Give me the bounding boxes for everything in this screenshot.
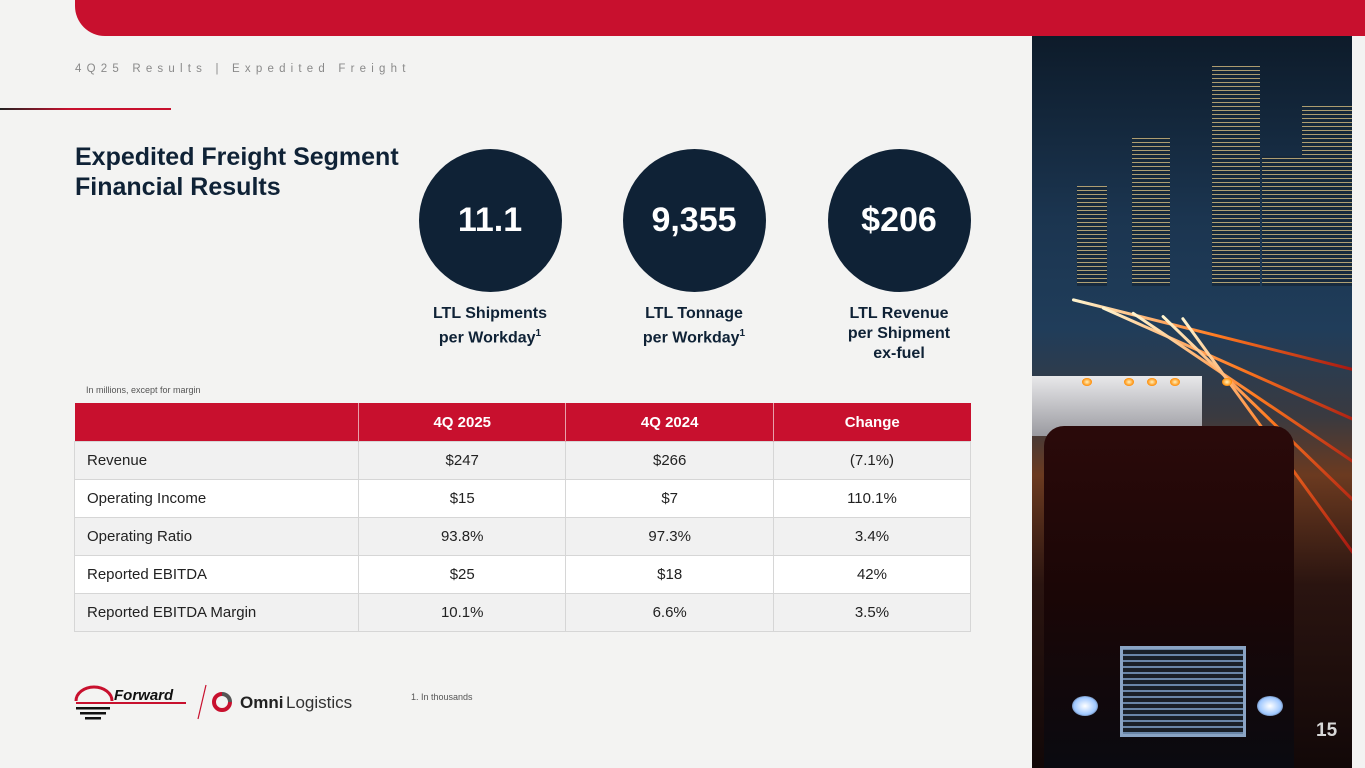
table-row: Operating Income $15 $7 110.1% <box>74 479 972 518</box>
cell-value: 10.1% <box>357 593 567 632</box>
omni-logistics-logo: Omni Logistics <box>212 692 352 712</box>
svg-text:Logistics: Logistics <box>286 693 352 712</box>
kpi-value: $206 <box>827 149 971 292</box>
row-label: Operating Income <box>74 479 359 518</box>
kpi-shipments: 11.1 LTL Shipments per Workday1 <box>410 149 570 348</box>
svg-text:Omni: Omni <box>240 693 283 712</box>
kpi-value: 9,355 <box>622 149 766 292</box>
truck-city-night-photo <box>1032 36 1352 768</box>
footnote: 1. In thousands <box>411 692 473 702</box>
cell-value: 97.3% <box>565 517 774 556</box>
row-label: Reported EBITDA Margin <box>74 593 359 632</box>
top-red-banner <box>75 0 1365 36</box>
header-rule <box>0 108 171 110</box>
kpi-label: LTL Tonnage per Workday1 <box>642 305 746 347</box>
column-header: Change <box>773 403 971 442</box>
column-header <box>74 403 359 442</box>
cell-value: 42% <box>772 555 972 594</box>
table-row: Revenue $247 $266 (7.1%) <box>74 441 972 480</box>
cell-value: $25 <box>357 555 567 594</box>
row-label: Operating Ratio <box>74 517 359 556</box>
company-logos: Forward Omni Logistics <box>74 683 364 728</box>
cell-value: 6.6% <box>565 593 774 632</box>
cell-value: 3.5% <box>772 593 972 632</box>
forward-logo: Forward <box>74 685 186 720</box>
cell-value: 3.4% <box>772 517 972 556</box>
cell-value: $266 <box>565 441 774 480</box>
table-note: In millions, except for margin <box>86 385 201 395</box>
svg-text:Forward: Forward <box>114 687 174 704</box>
kpi-label: LTL Revenue per Shipment ex-fuel <box>847 305 951 362</box>
title-line-2: Financial Results <box>75 173 281 201</box>
table-row: Reported EBITDA $25 $18 42% <box>74 555 972 594</box>
kpi-value: 11.1 <box>418 149 562 292</box>
kpi-revenue-per-shipment: $206 LTL Revenue per Shipment ex-fuel <box>819 149 979 364</box>
section-kicker: 4Q25 Results | Expedited Freight <box>75 63 411 75</box>
cell-value: (7.1%) <box>772 441 972 480</box>
financial-results-table: 4Q 2025 4Q 2024 Change Revenue $247 $266 (7… <box>74 403 972 632</box>
page-title: Expedited Freight Segment Financial Resu… <box>75 142 399 202</box>
column-header: 4Q 2025 <box>358 403 567 442</box>
page-number: 15 <box>1316 720 1338 741</box>
table-header-row: 4Q 2025 4Q 2024 Change <box>74 403 971 442</box>
cell-value: 110.1% <box>772 479 972 518</box>
table-row: Reported EBITDA Margin 10.1% 6.6% 3.5% <box>74 593 972 632</box>
cell-value: $18 <box>565 555 774 594</box>
table-row: Operating Ratio 93.8% 97.3% 3.4% <box>74 517 972 556</box>
title-line-1: Expedited Freight Segment <box>75 143 399 171</box>
row-label: Revenue <box>74 441 359 480</box>
cell-value: 93.8% <box>357 517 567 556</box>
row-label: Reported EBITDA <box>74 555 359 594</box>
kpi-tonnage: 9,355 LTL Tonnage per Workday1 <box>614 149 774 348</box>
column-header: 4Q 2024 <box>565 403 774 442</box>
cell-value: $247 <box>357 441 567 480</box>
cell-value: $7 <box>565 479 774 518</box>
cell-value: $15 <box>357 479 567 518</box>
kpi-label: LTL Shipments per Workday1 <box>432 305 548 347</box>
